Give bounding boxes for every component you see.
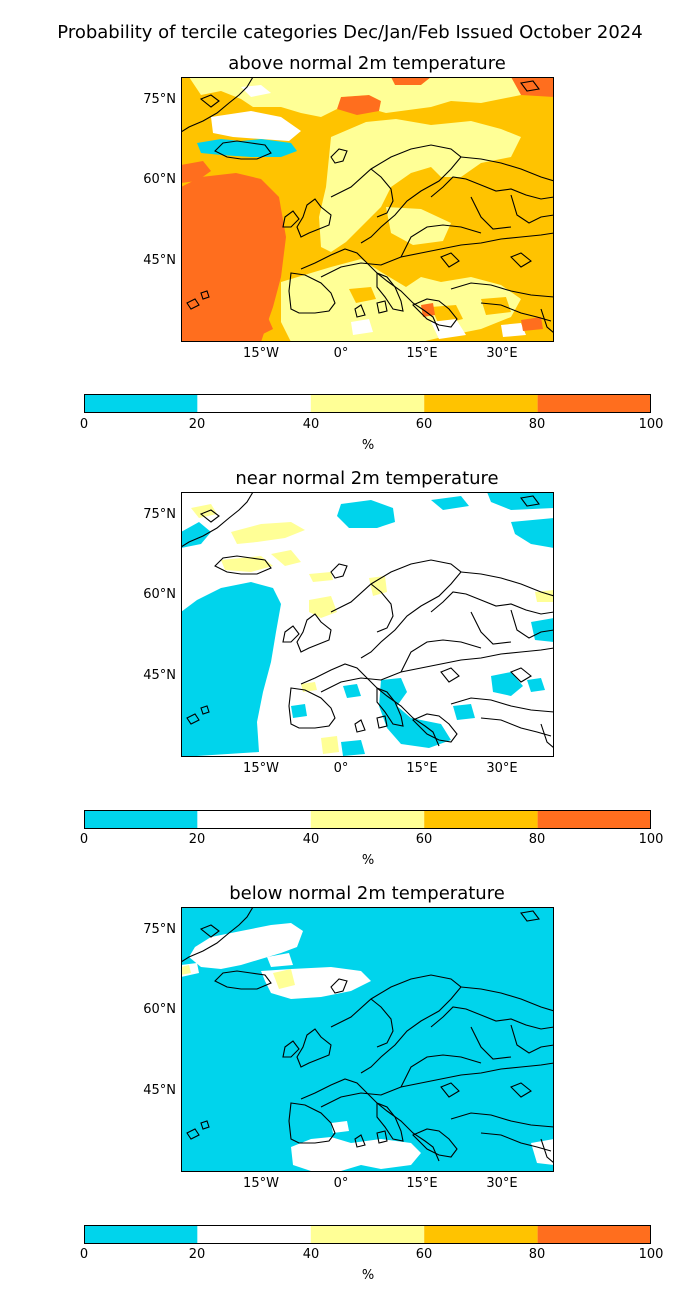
colorbar-tick: 60 — [415, 832, 433, 847]
colorbar-tick: 80 — [528, 832, 546, 847]
colorbar-tick: 100 — [638, 417, 664, 432]
lon-tick: 30°E — [486, 1176, 518, 1191]
colorbar-tick: 20 — [188, 417, 206, 432]
lon-tick: 30°E — [486, 346, 518, 361]
lon-tick: 0° — [333, 346, 349, 361]
lat-tick: 75°N — [143, 922, 176, 937]
colorbar-tick: 80 — [528, 1247, 546, 1262]
lon-tick: 0° — [333, 1176, 349, 1191]
lat-tick: 75°N — [143, 507, 176, 522]
map-below-normal — [181, 907, 554, 1172]
colorbar-tick: 100 — [638, 832, 664, 847]
colorbar-label: % — [361, 853, 375, 868]
lat-tick: 60°N — [143, 1002, 176, 1017]
colorbar — [84, 1225, 651, 1244]
colorbar-tick: 40 — [302, 1247, 320, 1262]
colorbar — [84, 810, 651, 829]
colorbar-tick: 20 — [188, 1247, 206, 1262]
lat-tick: 45°N — [143, 253, 176, 268]
lon-tick: 0° — [333, 761, 349, 776]
map-near-normal — [181, 492, 554, 757]
colorbar-tick: 100 — [638, 1247, 664, 1262]
panel-title-above: above normal 2m temperature — [228, 53, 506, 74]
panel-title-near: near normal 2m temperature — [235, 468, 499, 489]
lon-tick: 15°E — [406, 1176, 438, 1191]
colorbar-tick: 0 — [79, 417, 89, 432]
colorbar-tick: 40 — [302, 832, 320, 847]
colorbar-tick: 60 — [415, 417, 433, 432]
colorbar-tick: 40 — [302, 417, 320, 432]
colorbar-tick: 80 — [528, 417, 546, 432]
lat-tick: 60°N — [143, 587, 176, 602]
colorbar-tick: 20 — [188, 832, 206, 847]
colorbar-tick: 0 — [79, 1247, 89, 1262]
lat-tick: 60°N — [143, 172, 176, 187]
lat-tick: 45°N — [143, 668, 176, 683]
lat-tick: 45°N — [143, 1083, 176, 1098]
lon-tick: 15°W — [243, 346, 279, 361]
colorbar-label: % — [361, 1268, 375, 1283]
colorbar-tick: 0 — [79, 832, 89, 847]
lon-tick: 15°W — [243, 761, 279, 776]
figure-title: Probability of tercile categories Dec/Ja… — [57, 22, 643, 43]
colorbar — [84, 394, 651, 413]
colorbar-tick: 60 — [415, 1247, 433, 1262]
lon-tick: 15°E — [406, 346, 438, 361]
lon-tick: 15°E — [406, 761, 438, 776]
colorbar-label: % — [361, 438, 375, 453]
panel-title-below: below normal 2m temperature — [229, 883, 505, 904]
map-above-normal — [181, 77, 554, 342]
lon-tick: 30°E — [486, 761, 518, 776]
lon-tick: 15°W — [243, 1176, 279, 1191]
lat-tick: 75°N — [143, 92, 176, 107]
